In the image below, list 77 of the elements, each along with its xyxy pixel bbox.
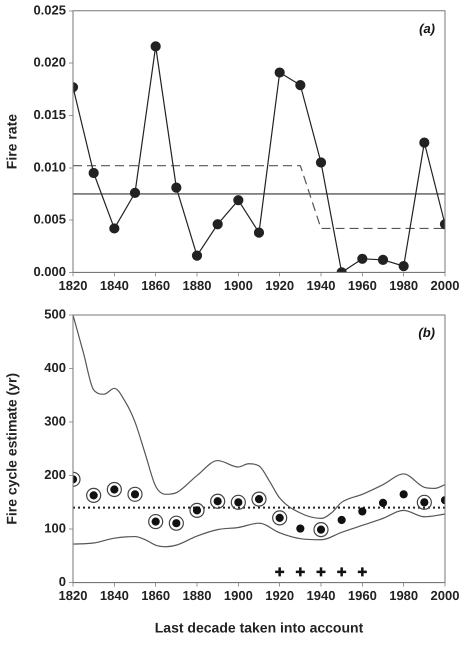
- y-tick-label: 0.020: [33, 54, 66, 70]
- point: [400, 490, 408, 498]
- x-tick-label: 1960: [348, 588, 377, 603]
- x-tick-label: 1860: [141, 588, 170, 603]
- point: [378, 498, 388, 507]
- point: [130, 188, 140, 198]
- point: [294, 566, 306, 578]
- point: [251, 492, 267, 507]
- point: [233, 195, 244, 206]
- point: [316, 157, 326, 168]
- x-tick-label: 1840: [100, 278, 129, 293]
- x-tick-label: 1860: [141, 278, 170, 293]
- y-axis-title: Fire cycle estimate (yr): [3, 372, 20, 525]
- x-tick-label: 2000: [430, 278, 460, 293]
- point: [210, 494, 226, 509]
- x-tick-label: 1940: [306, 278, 336, 293]
- annotation: (a): [419, 20, 435, 36]
- point: [86, 488, 102, 503]
- x-tick-label: 1920: [265, 278, 294, 293]
- point: [88, 168, 99, 178]
- point: [171, 182, 182, 193]
- x-tick-label: 1940: [306, 588, 336, 603]
- point: [254, 228, 264, 238]
- line-series: [73, 315, 445, 519]
- x-tick-label: 1980: [389, 278, 418, 293]
- x-tick-label: 1980: [389, 588, 418, 603]
- y-tick-label: 400: [44, 360, 66, 376]
- point: [168, 516, 184, 531]
- x-tick-label: 1900: [224, 278, 253, 293]
- y-tick-label: 0.000: [33, 264, 66, 279]
- y-tick-label: 0.015: [33, 107, 66, 122]
- x-tick-label: 1920: [265, 588, 294, 603]
- point: [189, 502, 205, 518]
- x-tick-label: 1820: [58, 588, 88, 603]
- point: [272, 510, 288, 526]
- y-tick-label: 200: [44, 467, 66, 482]
- point: [313, 522, 329, 538]
- line-series: [73, 510, 445, 548]
- x-tick-label: 1820: [58, 278, 88, 293]
- y-tick-label: 0.010: [33, 159, 66, 174]
- point: [336, 566, 348, 578]
- point: [274, 67, 285, 78]
- x-tick-label: 1880: [182, 588, 212, 603]
- point: [419, 138, 430, 148]
- point: [109, 223, 120, 234]
- point: [398, 261, 409, 272]
- point: [230, 494, 246, 510]
- x-tick-label: 1900: [224, 588, 253, 603]
- x-tick-label: 1960: [348, 278, 377, 293]
- y-tick-label: 0: [58, 574, 66, 590]
- point: [127, 486, 143, 502]
- point: [296, 524, 304, 533]
- annotation: (b): [418, 325, 435, 340]
- y-tick-label: 0.005: [33, 212, 66, 227]
- point: [356, 566, 368, 578]
- y-tick-label: 0.025: [33, 2, 66, 18]
- point: [416, 494, 432, 510]
- y-tick-label: 300: [44, 414, 66, 429]
- point: [148, 514, 164, 530]
- x-tick-label: 1840: [100, 588, 129, 603]
- y-axis-title: Fire rate: [3, 114, 20, 170]
- point: [357, 254, 368, 264]
- point: [378, 254, 388, 265]
- y-tick-label: 500: [44, 306, 66, 322]
- point: [192, 250, 202, 261]
- y-tick-label: 100: [44, 520, 66, 536]
- point: [358, 507, 366, 516]
- point: [212, 219, 223, 230]
- x-tick-label: 2000: [430, 588, 460, 603]
- point: [338, 516, 346, 524]
- point: [106, 482, 122, 498]
- x-tick-label: 1880: [182, 278, 212, 293]
- x-axis-title: Last decade taken into account: [154, 619, 364, 636]
- point: [295, 80, 306, 90]
- point: [315, 566, 327, 578]
- point: [274, 566, 286, 578]
- point: [150, 41, 161, 52]
